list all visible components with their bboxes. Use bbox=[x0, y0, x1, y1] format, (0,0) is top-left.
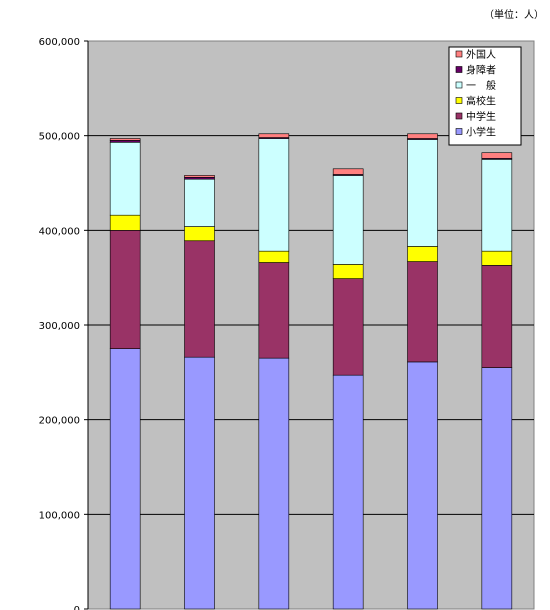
bar-segment-2-category-1 bbox=[109, 230, 141, 349]
bar-segment-4-category-5 bbox=[407, 139, 438, 247]
legend-swatch bbox=[455, 50, 463, 58]
bar-segment-2-category-5 bbox=[407, 261, 438, 363]
bar-segment-4-category-2 bbox=[184, 178, 215, 227]
legend-swatch bbox=[455, 97, 463, 104]
y-tick-label: 0 bbox=[74, 605, 80, 610]
y-tick-label: 200,000 bbox=[39, 416, 80, 427]
bar-segment-3-category-6 bbox=[481, 250, 513, 266]
bar-segment-6-category-6 bbox=[481, 152, 513, 159]
bar-segment-6-category-5 bbox=[407, 133, 438, 139]
bar-segment-1-category-5 bbox=[407, 361, 438, 610]
bar-segment-1-category-6 bbox=[481, 367, 513, 610]
bar-segment-2-category-3 bbox=[258, 262, 290, 359]
legend-label: 身障者 bbox=[466, 64, 496, 77]
bars bbox=[109, 133, 513, 610]
bar-segment-4-category-6 bbox=[481, 159, 513, 252]
bar-segment-3-category-4 bbox=[332, 264, 364, 279]
y-axis: 0 100,000 200,000 300,000 400,000 500,000 600,… bbox=[39, 37, 89, 610]
legend-label: 小学生 bbox=[466, 126, 496, 139]
bar-segment-1-category-4 bbox=[332, 374, 364, 610]
bar-segment-3-category-1 bbox=[109, 214, 141, 231]
bar-segment-6-category-2 bbox=[184, 175, 215, 178]
bar-segment-2-category-4 bbox=[332, 278, 364, 376]
y-tick-label: 400,000 bbox=[39, 226, 80, 237]
legend-label: 高校生 bbox=[466, 95, 496, 108]
bar-segment-4-category-3 bbox=[258, 138, 290, 252]
bar-segment-4-category-1 bbox=[109, 141, 141, 216]
unit-note: （単位：人） bbox=[484, 10, 544, 21]
legend-swatch bbox=[455, 66, 463, 73]
y-tick-label: 500,000 bbox=[39, 132, 80, 143]
gridlines bbox=[88, 135, 534, 515]
bar-segment-3-category-2 bbox=[184, 226, 215, 242]
legend-label: 一 般 bbox=[466, 79, 496, 92]
bar-segment-1-category-1 bbox=[109, 348, 141, 610]
bar-segment-6-category-1 bbox=[109, 138, 141, 141]
bar-segment-4-category-4 bbox=[332, 175, 364, 265]
legend-label: 外国人 bbox=[466, 49, 496, 61]
y-tick-label: 300,000 bbox=[39, 321, 80, 332]
bar-segment-2-category-6 bbox=[481, 265, 513, 368]
bar-segment-6-category-3 bbox=[258, 133, 290, 138]
bar-segment-1-category-3 bbox=[258, 357, 290, 610]
y-tick-label: 600,000 bbox=[39, 37, 80, 48]
bar-segment-1-category-2 bbox=[184, 356, 215, 610]
legend-swatch bbox=[455, 81, 463, 89]
legend-swatch bbox=[455, 112, 463, 120]
bar-segment-6-category-4 bbox=[332, 168, 364, 175]
legend-label: 中学生 bbox=[466, 110, 496, 123]
legend-swatch bbox=[455, 128, 463, 135]
bar-segment-2-category-2 bbox=[184, 240, 215, 358]
bar-segment-3-category-3 bbox=[258, 250, 290, 263]
y-tick-label: 100,000 bbox=[39, 510, 80, 521]
bar-segment-3-category-5 bbox=[407, 246, 438, 262]
